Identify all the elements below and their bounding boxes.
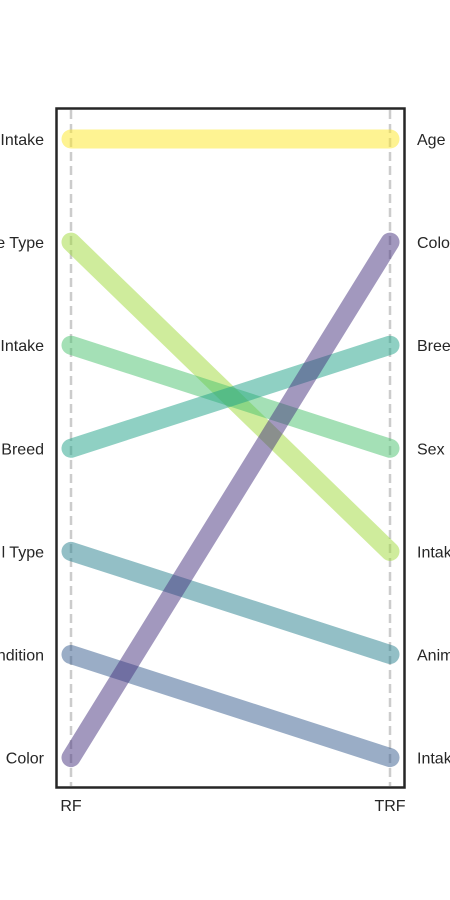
- left-rank-label: Color: [6, 751, 45, 768]
- left-rank-label: ndition: [0, 648, 44, 665]
- series-line-7: [61, 232, 400, 768]
- right-rank-label: Intak: [417, 544, 450, 561]
- right-rank-label: Bree: [417, 338, 450, 355]
- left-rank-label: Intake: [0, 338, 44, 355]
- right-rank-label: Age: [417, 132, 446, 149]
- right-rank-label: Anim: [417, 648, 450, 665]
- left-rank-label: Breed: [1, 441, 44, 458]
- column-label-trf: TRF: [374, 798, 405, 815]
- plot-frame: [55, 107, 406, 789]
- left-rank-label: e Type: [0, 235, 44, 252]
- left-rank-label: l Type: [2, 544, 45, 561]
- series-line-5: [61, 541, 400, 664]
- right-rank-label: Colo: [417, 235, 450, 252]
- left-rank-label: Intake: [0, 132, 44, 149]
- right-rank-label: Intak: [417, 751, 450, 768]
- column-label-rf: RF: [60, 798, 82, 815]
- right-rank-label: Sex: [417, 441, 445, 458]
- series-line-4: [61, 335, 400, 458]
